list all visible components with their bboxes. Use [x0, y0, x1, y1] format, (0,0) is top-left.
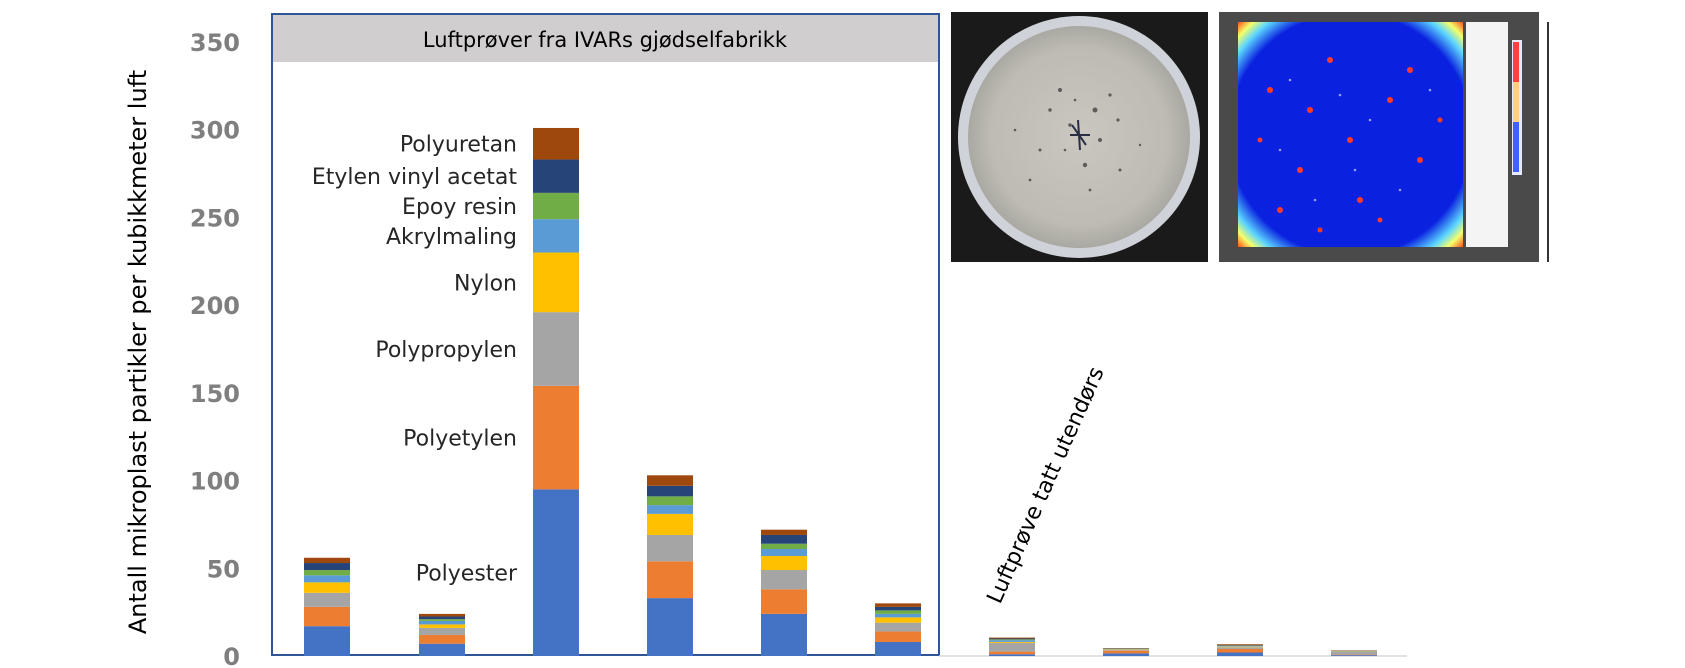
bar-segment	[533, 385, 579, 490]
y-axis-label: Antall mikroplast partikler per kubikkme…	[124, 70, 152, 634]
outdoor-label: Luftprøve tatt utendørs	[983, 363, 1110, 607]
bar-segment	[533, 219, 579, 253]
bar-segment	[304, 626, 350, 656]
bar-segment	[304, 575, 350, 583]
bar-segment	[419, 620, 465, 625]
bar-segment	[989, 637, 1035, 639]
y-tick-label: 200	[190, 292, 240, 320]
bar-segment	[761, 570, 807, 590]
bar-segment	[1217, 647, 1263, 649]
y-tick-label: 250	[190, 204, 240, 232]
bar-segment	[304, 570, 350, 576]
bar-segment	[1217, 648, 1263, 653]
bar-segment	[419, 634, 465, 644]
bar-segment	[989, 654, 1035, 656]
series-label: Akrylmaling	[386, 225, 517, 250]
bar-segment	[1103, 650, 1149, 654]
bar-segment	[419, 627, 465, 635]
bar-segment	[761, 529, 807, 535]
bar-segment	[761, 548, 807, 557]
particle-map	[1219, 12, 1549, 262]
bar-segment	[533, 192, 579, 220]
bar-segment	[304, 557, 350, 564]
bar-segment	[989, 639, 1035, 641]
bar-segment	[989, 642, 1035, 652]
bar-segment	[304, 592, 350, 607]
bars	[304, 127, 1377, 656]
bar-segment	[1331, 654, 1377, 656]
bar-segment	[1103, 649, 1149, 651]
series-label: Epoy resin	[402, 195, 517, 220]
bar-segment	[647, 505, 693, 514]
bar-segment	[419, 643, 465, 656]
bar-segment	[875, 613, 921, 618]
bar-segment	[304, 606, 350, 627]
series-label: Nylon	[454, 271, 517, 296]
series-label: Polyetylen	[403, 427, 517, 452]
bar-segment	[533, 252, 579, 313]
bar-segment	[647, 534, 693, 562]
bar-segment	[875, 641, 921, 656]
bar-segment	[1217, 652, 1263, 656]
bar-segment	[647, 485, 693, 497]
series-label: Etylen vinyl acetat	[312, 165, 518, 190]
y-tick-label: 350	[190, 29, 240, 57]
bar-segment	[1217, 645, 1263, 646]
y-tick-label: 0	[223, 643, 240, 668]
bar-segment	[533, 312, 579, 386]
y-tick-label: 300	[190, 117, 240, 145]
bar-segment	[304, 582, 350, 593]
bar-segment	[989, 641, 1035, 643]
bar-segment	[989, 651, 1035, 655]
colorbar	[1513, 42, 1519, 172]
indoor-panel-header	[273, 15, 938, 62]
bar-segment	[647, 496, 693, 506]
bar-segment	[761, 543, 807, 549]
y-axis-ticks: 0 50 100 150 200 250 300 350	[190, 29, 240, 668]
bar-segment	[761, 556, 807, 571]
bar-segment	[875, 610, 921, 614]
bar-segment	[875, 606, 921, 611]
indoor-panel: Luftprøver fra IVARs gjødselfabrikk	[271, 13, 940, 656]
bar-segment	[647, 598, 693, 656]
y-tick-label: 50	[207, 555, 240, 583]
series-label: Polyester	[416, 562, 518, 587]
bar-segment	[989, 640, 1035, 642]
bar-segment	[419, 616, 465, 620]
series-label: Polypropylen	[375, 338, 517, 363]
y-tick-label: 100	[190, 468, 240, 496]
filter-photo	[951, 12, 1208, 262]
bar-segment	[419, 613, 465, 617]
bar-segment	[875, 603, 921, 607]
series-labels: Polyester Polyetylen Polypropylen Nylon Akry…	[312, 133, 518, 587]
bar-segment	[304, 563, 350, 571]
bar-segment	[533, 489, 579, 656]
bar-segment	[989, 638, 1035, 640]
bar-segment	[761, 534, 807, 544]
bar-segment	[1331, 651, 1377, 655]
series-label: Polyuretan	[400, 133, 517, 158]
bar-segment	[761, 589, 807, 614]
bar-segment	[1217, 645, 1263, 647]
indoor-panel-frame	[271, 13, 940, 656]
bar-segment	[647, 475, 693, 486]
bar-segment	[647, 513, 693, 535]
panel-title: Luftprøver fra IVARs gjødselfabrikk	[423, 28, 788, 52]
bar-segment	[419, 619, 465, 621]
bar-segment	[533, 127, 579, 160]
bar-segment	[875, 631, 921, 642]
bar-segment	[761, 613, 807, 656]
bar-segment	[647, 561, 693, 599]
bar-segment	[419, 624, 465, 628]
bar-segment	[533, 159, 579, 193]
bar-segment	[1217, 646, 1263, 647]
y-tick-label: 150	[190, 380, 240, 408]
bar-segment	[1331, 655, 1377, 656]
bar-segment	[875, 622, 921, 632]
bar-segment	[875, 617, 921, 623]
bar-segment	[1103, 653, 1149, 656]
bar-segment	[1217, 646, 1263, 648]
bar-segment	[1217, 644, 1263, 646]
